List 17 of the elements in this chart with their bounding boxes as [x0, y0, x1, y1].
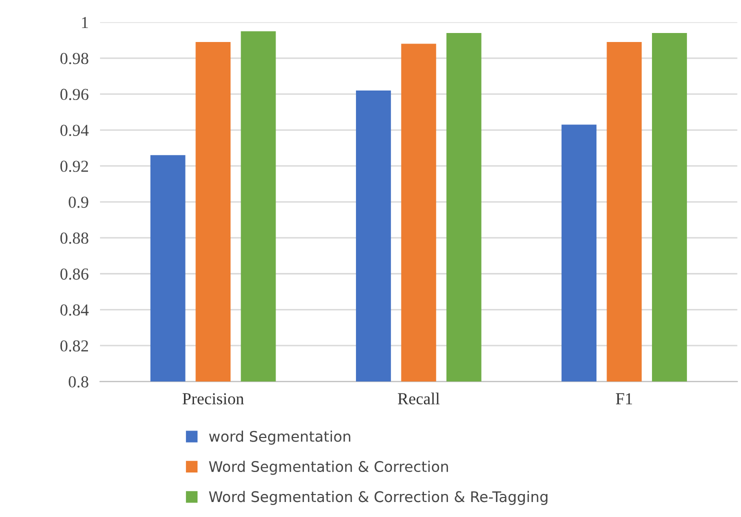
legend-label: Word Segmentation & Correction — [208, 460, 448, 475]
x-tick-label: Precision — [182, 393, 244, 404]
y-tick-label: 1 — [82, 17, 88, 28]
y-tick-label: 0.9 — [68, 196, 88, 208]
legend-label: Word Segmentation & Correction & Re-Tagging — [208, 490, 548, 506]
y-tick-label: 0.96 — [60, 88, 88, 100]
y-tick-label: 0.88 — [60, 232, 88, 244]
y-tick-label: 0.82 — [60, 340, 88, 352]
y-tick-label: 0.94 — [60, 124, 89, 136]
legend-label: word Segmentation — [209, 430, 350, 445]
y-tick-label: 0.92 — [60, 160, 88, 172]
y-tick-label: 0.84 — [60, 304, 89, 316]
y-tick-label: 0.98 — [60, 52, 88, 64]
y-tick-label: 0.8 — [68, 376, 88, 388]
x-tick-label: F1 — [616, 393, 632, 404]
y-tick-label: 0.86 — [60, 268, 88, 280]
x-tick-label: Recall — [398, 392, 440, 404]
